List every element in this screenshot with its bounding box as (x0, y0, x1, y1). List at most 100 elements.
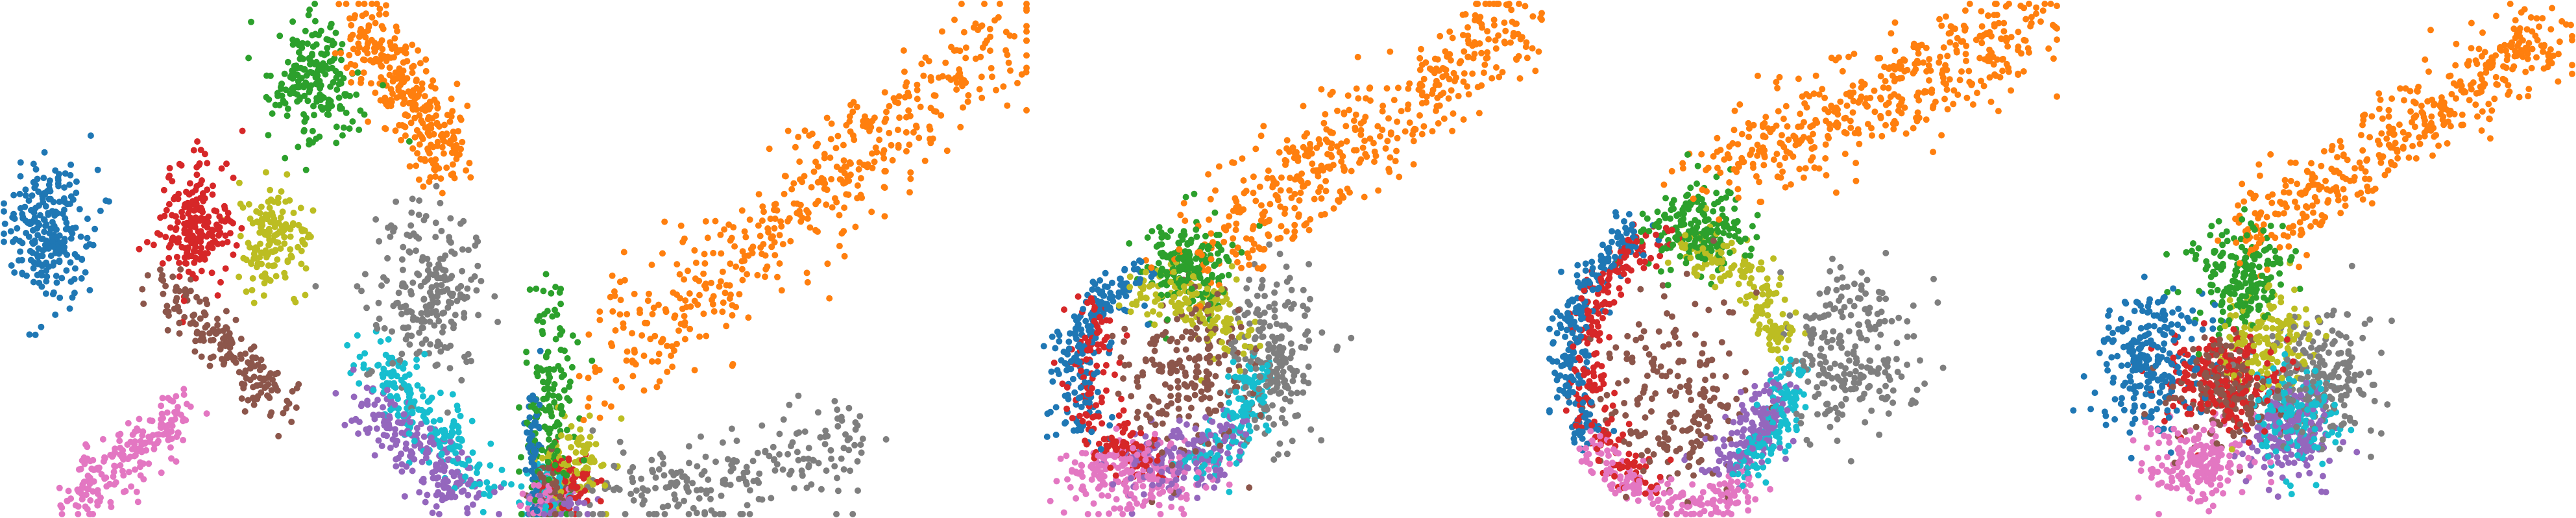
scatter-point-cluster-8 (378, 282, 385, 289)
scatter-point-cluster-1 (52, 249, 59, 256)
scatter-point-cluster-1 (1100, 310, 1107, 317)
scatter-point-cluster-6 (160, 290, 167, 297)
scatter-point-cluster-3 (903, 148, 910, 154)
scatter-point-cluster-3 (910, 129, 917, 136)
scatter-point-cluster-9 (461, 462, 468, 468)
scatter-point-cluster-8 (474, 238, 481, 245)
scatter-point-cluster-8 (1251, 417, 1258, 424)
scatter-point-cluster-7 (1152, 430, 1158, 438)
scatter-point-cluster-3 (876, 136, 883, 143)
scatter-point-cluster-3 (757, 232, 764, 240)
scatter-point-cluster-8 (422, 303, 430, 310)
scatter-point-cluster-3 (1513, 55, 1520, 62)
scatter-point-cluster-5 (261, 280, 268, 287)
scatter-point-cluster-1 (524, 429, 530, 436)
scatter-point-cluster-5 (278, 229, 286, 236)
scatter-point-cluster-3 (938, 28, 945, 35)
scatter-point-cluster-4 (210, 182, 216, 190)
scatter-point-cluster-3 (1007, 67, 1014, 74)
scatter-point-cluster-7 (1167, 487, 1174, 494)
scatter-point-cluster-3 (1418, 89, 1426, 96)
scatter-point-cluster-3 (1493, 64, 1500, 71)
scatter-point-cluster-6 (1134, 408, 1141, 415)
scatter-point-cluster-2 (330, 79, 337, 86)
scatter-point-cluster-2 (323, 50, 330, 57)
scatter-point-cluster-3 (829, 204, 836, 211)
scatter-point-cluster-10 (389, 436, 396, 443)
scatter-point-cluster-9 (449, 391, 456, 398)
scatter-point-cluster-4 (1098, 399, 1105, 406)
scatter-point-cluster-3 (467, 174, 474, 181)
scatter-point-cluster-8 (821, 441, 829, 448)
scatter-point-cluster-3 (833, 164, 840, 170)
scatter-point-cluster-9 (1230, 438, 1237, 445)
scatter-point-cluster-1 (526, 443, 533, 450)
scatter-point-cluster-10 (374, 397, 381, 404)
scatter-point-cluster-3 (832, 145, 840, 152)
scatter-point-cluster-1 (35, 188, 42, 195)
scatter-point-cluster-6 (1178, 334, 1185, 341)
scatter-point-cluster-10 (1167, 451, 1174, 458)
scatter-point-cluster-2 (1204, 277, 1211, 284)
scatter-point-cluster-1 (34, 175, 41, 182)
scatter-point-cluster-8 (652, 474, 659, 481)
scatter-point-cluster-8 (396, 356, 404, 364)
scatter-point-cluster-10 (426, 425, 433, 432)
scatter-point-cluster-8 (882, 436, 890, 443)
scatter-point-cluster-2 (282, 86, 289, 93)
scatter-point-cluster-8 (384, 254, 391, 262)
scatter-point-cluster-3 (700, 310, 707, 317)
scatter-point-cluster-3 (711, 308, 718, 315)
scatter-point-cluster-6 (182, 286, 189, 293)
scatter-point-cluster-1 (67, 235, 75, 242)
scatter-point-cluster-3 (349, 31, 356, 38)
scatter-point-cluster-7 (1060, 509, 1067, 516)
scatter-point-cluster-3 (422, 68, 430, 75)
scatter-point-cluster-8 (459, 246, 466, 253)
scatter-point-cluster-8 (1269, 333, 1276, 340)
scatter-point-cluster-2 (282, 154, 289, 162)
scatter-point-cluster-1 (7, 228, 14, 235)
scatter-point-cluster-6 (1109, 332, 1116, 339)
scatter-point-cluster-2 (328, 64, 335, 71)
scatter-point-cluster-3 (1230, 207, 1237, 214)
scatter-point-cluster-9 (356, 353, 363, 360)
scatter-point-cluster-8 (426, 289, 433, 296)
scatter-point-cluster-7 (151, 445, 158, 452)
scatter-point-cluster-3 (649, 310, 656, 317)
scatter-point-cluster-1 (84, 234, 91, 241)
scatter-point-cluster-8 (576, 511, 583, 517)
scatter-point-cluster-5 (1235, 334, 1243, 341)
scatter-point-cluster-2 (339, 41, 346, 47)
scatter-point-cluster-6 (1182, 346, 1189, 353)
scatter-point-cluster-3 (1379, 108, 1386, 115)
scatter-point-cluster-4 (165, 201, 173, 208)
scatter-point-cluster-8 (831, 463, 838, 470)
scatter-point-cluster-3 (847, 101, 854, 108)
scatter-point-cluster-1 (61, 243, 68, 251)
scatter-point-cluster-9 (380, 365, 387, 373)
scatter-point-cluster-7 (1063, 452, 1070, 460)
scatter-point-cluster-3 (413, 84, 420, 92)
scatter-point-cluster-6 (176, 319, 183, 327)
scatter-point-cluster-10 (1183, 421, 1190, 428)
scatter-point-cluster-9 (454, 402, 461, 410)
scatter-point-cluster-3 (1406, 119, 1413, 126)
scatter-point-cluster-4 (176, 260, 183, 266)
scatter-point-cluster-3 (655, 351, 662, 358)
scatter-point-cluster-1 (66, 181, 73, 188)
scatter-point-cluster-8 (1261, 309, 1268, 316)
scatter-point-cluster-3 (1259, 210, 1266, 217)
scatter-point-cluster-8 (361, 271, 369, 278)
scatter-point-cluster-1 (82, 269, 89, 276)
scatter-point-cluster-3 (664, 368, 671, 375)
scatter-point-cluster-4 (597, 498, 604, 505)
scatter-point-cluster-8 (845, 404, 853, 412)
scatter-point-cluster-6 (237, 355, 245, 362)
scatter-point-cluster-8 (408, 209, 415, 216)
scatter-point-cluster-3 (810, 168, 818, 175)
scatter-point-cluster-3 (576, 373, 583, 380)
scatter-point-cluster-7 (130, 439, 137, 446)
scatter-point-cluster-7 (180, 391, 188, 398)
scatter-point-cluster-3 (434, 104, 441, 111)
